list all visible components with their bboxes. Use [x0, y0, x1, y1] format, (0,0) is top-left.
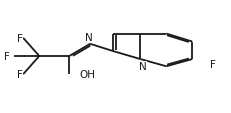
Text: OH: OH — [79, 70, 95, 80]
Text: F: F — [17, 34, 23, 44]
Text: F: F — [210, 59, 216, 69]
Text: F: F — [4, 52, 10, 61]
Text: N: N — [139, 62, 147, 72]
Text: N: N — [85, 33, 93, 43]
Text: F: F — [17, 69, 23, 79]
